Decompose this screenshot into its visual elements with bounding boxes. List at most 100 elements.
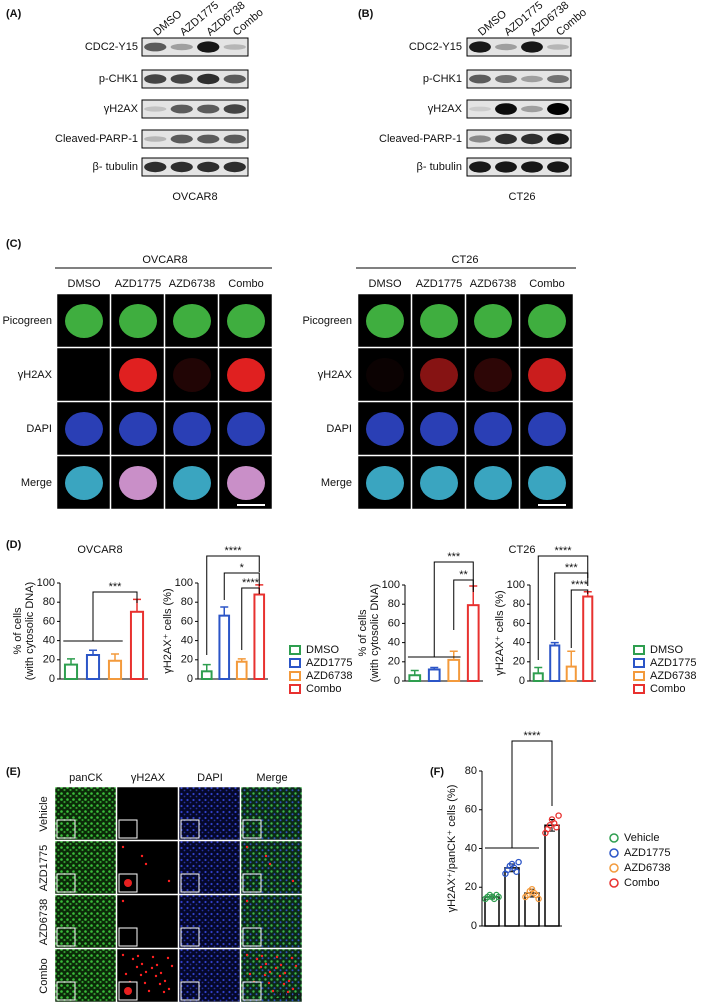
blot-strip xyxy=(141,129,249,149)
speckle xyxy=(264,854,268,858)
speckle xyxy=(154,974,158,978)
band xyxy=(223,104,246,114)
column-label: DMSO xyxy=(68,278,101,290)
blot-strip xyxy=(466,129,572,149)
inset xyxy=(180,819,200,839)
band xyxy=(170,104,193,114)
error-bar xyxy=(449,650,458,660)
y-tick-label: 80 xyxy=(513,598,525,610)
band xyxy=(469,74,491,84)
y-axis-label: % of cells xyxy=(357,609,369,657)
legend-swatch xyxy=(289,658,301,668)
column-label: AZD6738 xyxy=(169,278,215,290)
band xyxy=(469,161,491,173)
inset xyxy=(180,981,200,1001)
speckle xyxy=(163,979,167,983)
band xyxy=(469,106,491,112)
speckle xyxy=(159,971,163,975)
imaging-title: OVCAR8 xyxy=(142,254,187,266)
legend-label: AZD1775 xyxy=(624,847,670,859)
blot-strip xyxy=(466,69,572,89)
y-tick-label: 100 xyxy=(382,579,400,591)
nucleus xyxy=(474,466,512,500)
y-tick-label: 20 xyxy=(43,654,55,666)
speckle xyxy=(271,989,275,993)
speckle xyxy=(290,956,294,960)
speckle xyxy=(255,957,259,961)
error-bar xyxy=(220,606,229,616)
speckle xyxy=(144,970,148,974)
y-tick-label: 0 xyxy=(471,920,477,932)
band xyxy=(469,135,491,143)
bar xyxy=(85,654,101,680)
legend-label: AZD1775 xyxy=(306,657,352,669)
band xyxy=(223,161,246,173)
nucleus xyxy=(119,466,157,500)
bar xyxy=(532,672,544,683)
column-label: DAPI xyxy=(197,772,223,784)
band xyxy=(495,75,517,83)
speckle xyxy=(248,972,252,976)
legend-marker xyxy=(609,848,619,858)
speckle xyxy=(147,989,151,993)
significance: *** xyxy=(565,562,579,574)
speckle xyxy=(291,987,295,991)
lane-label: DMSO xyxy=(476,8,509,39)
speckle xyxy=(136,954,140,958)
column-label: AZD1775 xyxy=(115,278,161,290)
nucleus xyxy=(227,466,265,500)
legend-swatch xyxy=(289,684,301,694)
blot-strip xyxy=(141,37,249,57)
speckle xyxy=(245,845,249,849)
bar xyxy=(466,604,480,682)
y-tick-label: 0 xyxy=(394,675,400,687)
blot-label: Cleaved-PARP-1 xyxy=(379,133,462,145)
nucleus xyxy=(65,304,103,338)
band xyxy=(144,136,167,142)
legend-label: DMSO xyxy=(306,644,339,656)
nucleus xyxy=(420,358,458,392)
y-axis-label: (with cytosolic DNA) xyxy=(24,582,36,680)
panel-title: OVCAR8 xyxy=(77,544,122,556)
band xyxy=(495,161,517,173)
blot-strip xyxy=(466,37,572,57)
significance: ** xyxy=(459,569,468,581)
row-label: Vehicle xyxy=(38,796,50,831)
y-tick-label: 0 xyxy=(49,673,55,685)
column-label: Combo xyxy=(228,278,263,290)
significance: *** xyxy=(447,551,461,563)
nucleus xyxy=(528,466,566,500)
error-bar xyxy=(237,658,246,662)
sig-bracket xyxy=(554,572,589,640)
speckle xyxy=(294,964,298,968)
legend-swatch xyxy=(289,645,301,655)
speckle xyxy=(143,981,147,985)
bar xyxy=(107,659,123,681)
band xyxy=(170,43,193,51)
speckle xyxy=(131,957,135,961)
band xyxy=(469,41,491,53)
legend-label: AZD6738 xyxy=(624,862,670,874)
legend-swatch xyxy=(633,671,645,681)
inset xyxy=(56,873,76,893)
sig-bracket xyxy=(206,555,260,655)
band xyxy=(521,41,543,53)
blot-strip xyxy=(141,99,249,119)
y-tick-label: 20 xyxy=(513,656,525,668)
speckle xyxy=(135,965,139,969)
error-bar xyxy=(567,650,576,667)
y-tick-label: 20 xyxy=(181,654,193,666)
speckle xyxy=(167,987,171,991)
significance: **** xyxy=(242,577,260,589)
sig-bracket xyxy=(537,555,589,660)
band xyxy=(197,73,220,85)
nucleus xyxy=(528,358,566,392)
speckle xyxy=(264,962,268,966)
speckle xyxy=(144,862,148,866)
legend-marker xyxy=(609,863,619,873)
y-tick-label: 40 xyxy=(465,842,477,854)
row-label: AZD1775 xyxy=(38,845,50,891)
y-axis-label: γH2AX⁺ cells (%) xyxy=(494,590,506,675)
speckle xyxy=(150,966,154,970)
y-tick-label: 40 xyxy=(513,637,525,649)
